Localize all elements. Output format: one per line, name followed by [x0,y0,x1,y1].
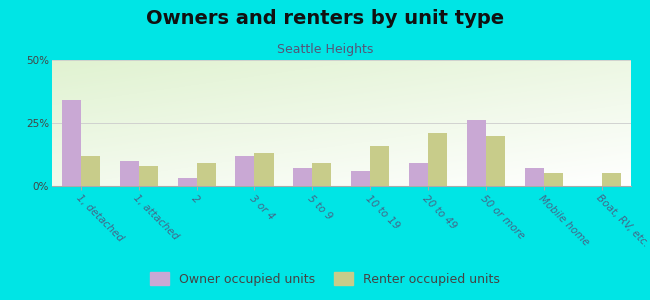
Bar [409,163,428,186]
Bar [81,156,100,186]
Text: Seattle Heights: Seattle Heights [277,44,373,56]
Bar [312,163,332,186]
Text: Owners and renters by unit type: Owners and renters by unit type [146,9,504,28]
Bar [601,173,621,186]
Bar [486,136,505,186]
Bar [293,168,313,186]
Bar [543,173,563,186]
Bar [196,163,216,186]
Bar [428,133,447,186]
Legend: Owner occupied units, Renter occupied units: Owner occupied units, Renter occupied un… [146,267,504,291]
Bar [120,161,138,186]
Bar [62,100,81,186]
Bar [235,156,255,186]
Bar [525,168,543,186]
Bar [467,121,486,186]
Bar [139,166,158,186]
Bar [255,153,274,186]
Bar [177,178,196,186]
Bar [370,146,389,186]
Bar [351,171,370,186]
